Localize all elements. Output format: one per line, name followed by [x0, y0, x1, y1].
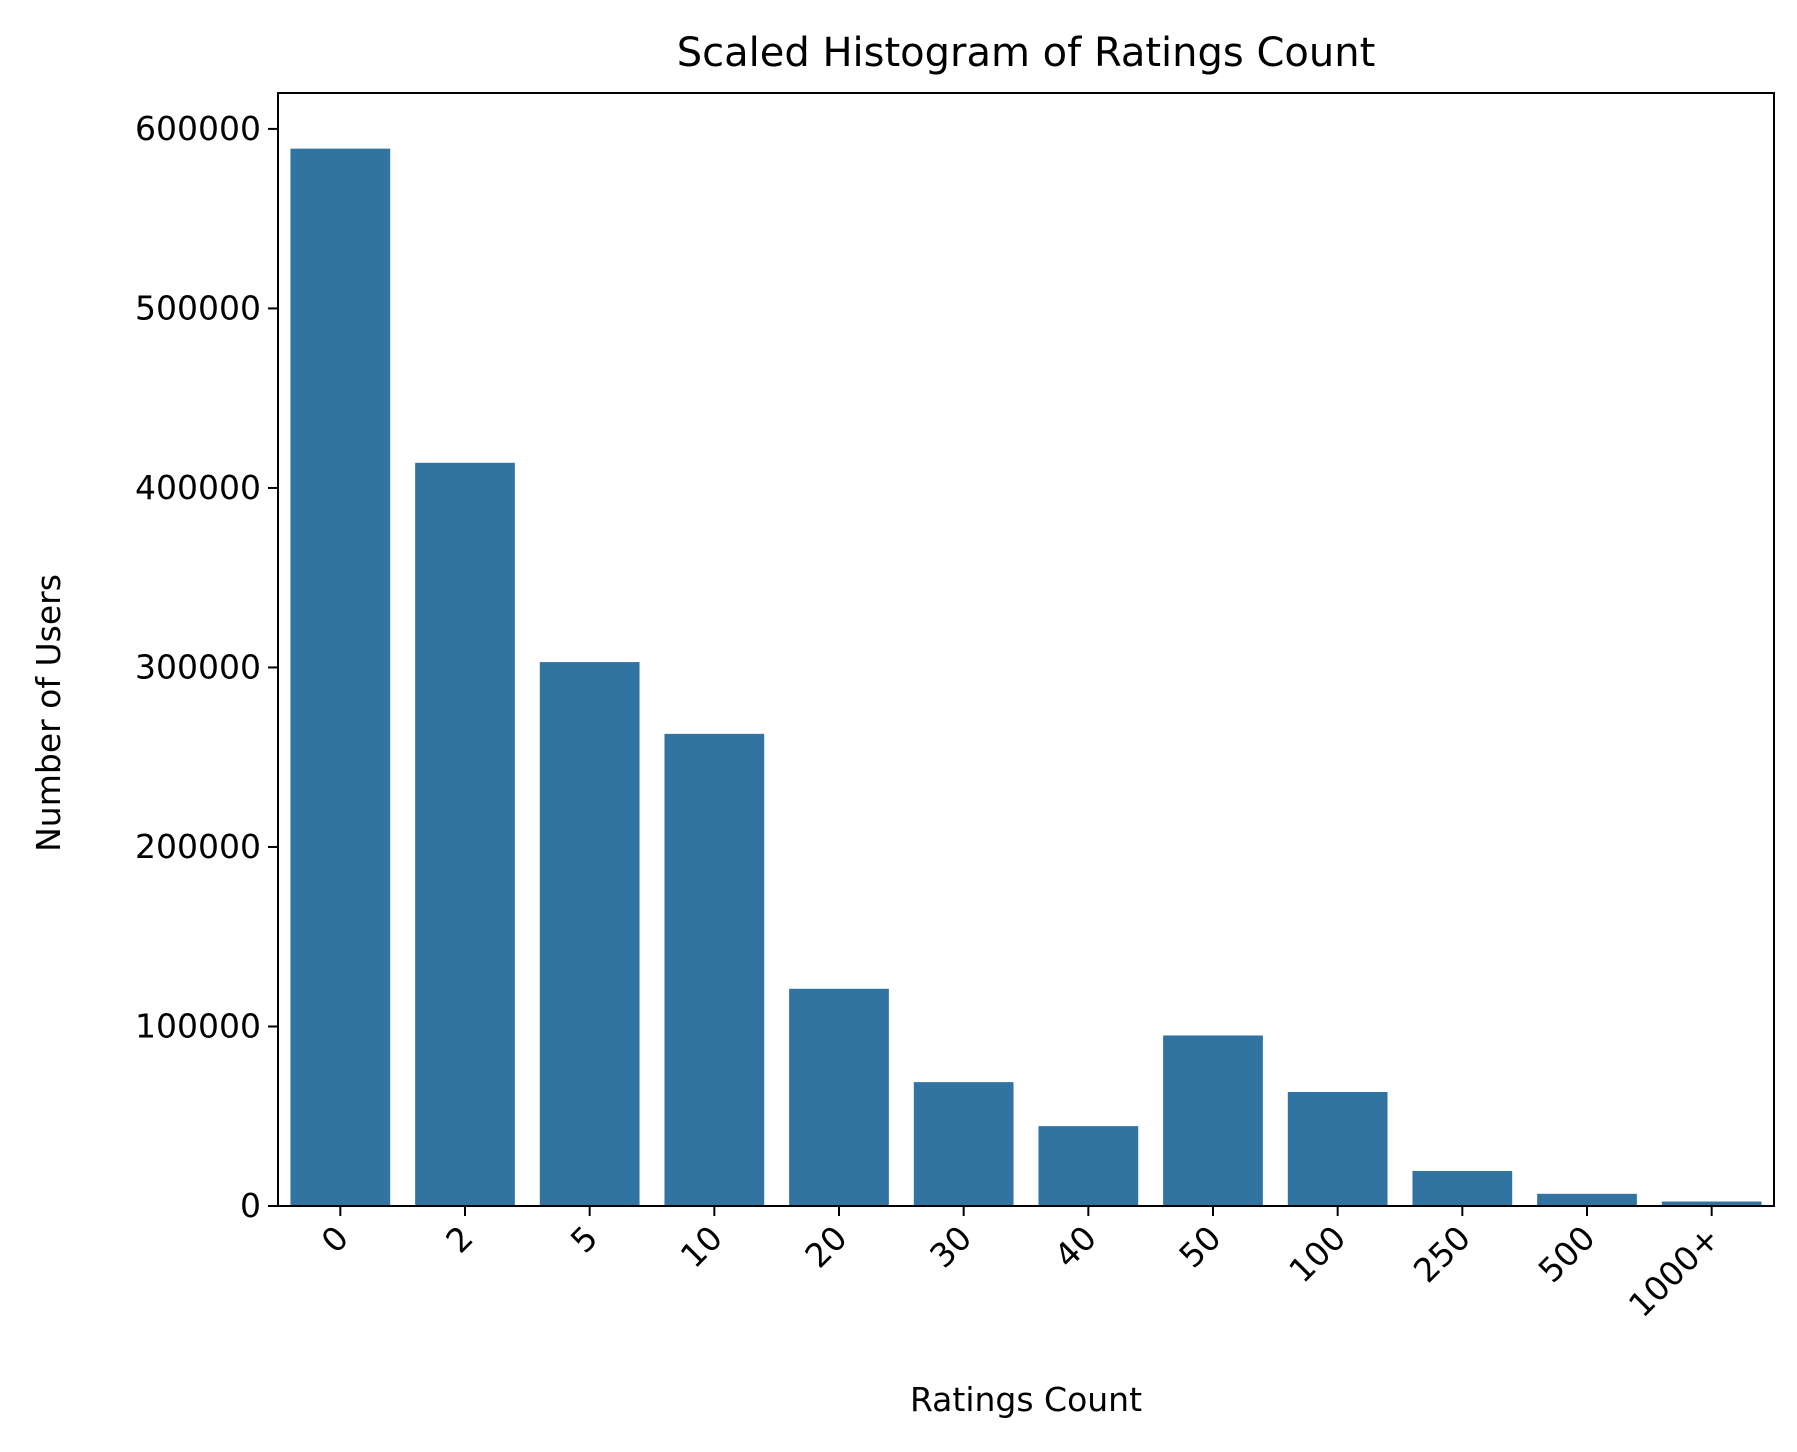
y-tick-label: 500000 [135, 288, 261, 327]
x-tick-label: 20 [797, 1218, 854, 1275]
x-axis-title: Ratings Count [910, 1380, 1142, 1419]
bar [290, 148, 391, 1206]
x-tick-label: 500 [1531, 1218, 1603, 1290]
bar [415, 462, 515, 1206]
y-tick-label: 600000 [135, 109, 261, 148]
bar [539, 662, 640, 1206]
y-tick-label: 100000 [135, 1006, 261, 1045]
y-axis-title: Number of Users [29, 574, 68, 852]
x-tick-label: 2 [438, 1218, 480, 1260]
x-tick-label: 0 [314, 1218, 356, 1260]
bar [1038, 1126, 1139, 1206]
y-tick-label: 200000 [135, 827, 261, 866]
bar [913, 1082, 1014, 1206]
x-tick-label: 40 [1047, 1218, 1104, 1275]
x-tick-label: 5 [563, 1218, 605, 1260]
y-tick-label: 0 [240, 1186, 261, 1225]
x-tick-label: 100 [1281, 1218, 1353, 1290]
bar [664, 733, 765, 1206]
bar [1287, 1092, 1388, 1206]
bar [1537, 1193, 1637, 1206]
x-tick-label: 30 [922, 1218, 979, 1275]
x-tick-label: 250 [1406, 1218, 1478, 1290]
y-tick-label: 400000 [135, 468, 261, 507]
plot-frame [277, 92, 1775, 1207]
bar [1412, 1170, 1513, 1206]
bar [1163, 1035, 1263, 1206]
x-tick-label: 50 [1171, 1218, 1228, 1275]
x-tick-label: 10 [673, 1218, 730, 1275]
chart-title: Scaled Histogram of Ratings Count [677, 30, 1376, 76]
y-tick-label: 300000 [135, 647, 261, 686]
bars-layer [290, 148, 1762, 1206]
x-tick-label: 1000+ [1621, 1218, 1728, 1325]
bar [789, 988, 889, 1206]
bar [1661, 1201, 1762, 1206]
